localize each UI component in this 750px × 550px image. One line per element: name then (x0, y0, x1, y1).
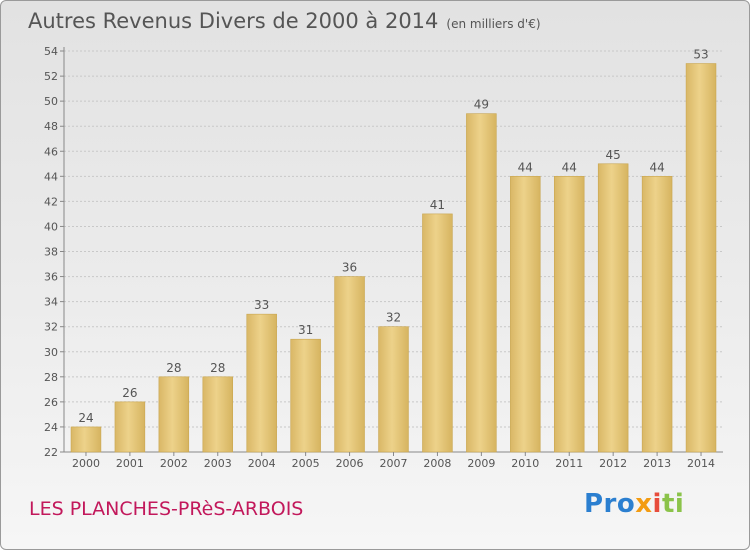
logo-part-1: Pro (584, 489, 636, 519)
bar-2011 (553, 176, 585, 453)
x-tick-label-2012: 2012 (599, 457, 627, 470)
logo-part-4: ti (661, 489, 685, 519)
value-label-2001: 26 (122, 386, 137, 400)
value-label-2010: 44 (518, 160, 533, 174)
x-tick-label-2013: 2013 (643, 457, 671, 470)
y-tick-label: 32 (44, 321, 58, 334)
y-tick-label: 48 (44, 120, 58, 133)
y-tick-label: 24 (44, 421, 58, 434)
y-tick-label: 44 (44, 170, 58, 183)
y-tick-label: 50 (44, 95, 58, 108)
x-tick-label-2006: 2006 (336, 457, 364, 470)
y-tick-label: 42 (44, 195, 58, 208)
value-label-2006: 36 (342, 261, 357, 275)
y-tick-label: 38 (44, 246, 58, 259)
y-tick-label: 54 (44, 45, 58, 58)
y-tick-label: 34 (44, 296, 58, 309)
logo-part-3: i (652, 489, 662, 519)
bar-2004 (246, 313, 277, 453)
value-label-2004: 33 (254, 298, 269, 312)
x-tick-label-2008: 2008 (423, 457, 451, 470)
y-tick-label: 46 (44, 145, 58, 158)
bar-2001 (114, 401, 146, 453)
x-tick-label-2007: 2007 (380, 457, 408, 470)
bar-2002 (158, 376, 190, 453)
value-label-2002: 28 (166, 361, 181, 375)
y-tick-label: 26 (44, 396, 58, 409)
value-label-2009: 49 (474, 98, 489, 112)
value-label-2008: 41 (430, 198, 445, 212)
bar-2005 (290, 338, 321, 453)
bar-2000 (70, 426, 102, 453)
chart-unit: (en milliers d'€) (446, 17, 541, 31)
bar-2007 (378, 326, 409, 453)
bar-2010 (510, 176, 541, 453)
y-tick-label: 40 (44, 220, 58, 233)
y-tick-label: 36 (44, 271, 58, 284)
value-label-2005: 31 (298, 323, 313, 337)
x-tick-label-2005: 2005 (292, 457, 320, 470)
bar-2014 (685, 63, 717, 453)
x-tick-label-2003: 2003 (204, 457, 232, 470)
bar-2008 (422, 213, 453, 453)
logo-part-2: x (635, 489, 653, 519)
y-tick-label: 28 (44, 371, 58, 384)
bar-2003 (202, 376, 234, 453)
x-tick-label-2000: 2000 (72, 457, 100, 470)
value-label-2012: 45 (606, 148, 621, 162)
bar-2012 (597, 163, 629, 453)
x-tick-label-2011: 2011 (555, 457, 583, 470)
x-tick-label-2004: 2004 (248, 457, 276, 470)
value-label-2014: 53 (693, 48, 708, 62)
y-tick-label: 22 (44, 446, 58, 459)
chart-title-text: Autres Revenus Divers de 2000 à 2014 (28, 9, 439, 33)
value-label-2003: 28 (210, 361, 225, 375)
x-tick-label-2001: 2001 (116, 457, 144, 470)
bar-2009 (466, 113, 497, 453)
chart-title: Autres Revenus Divers de 2000 à 2014 (en … (28, 9, 541, 33)
x-tick-label-2014: 2014 (687, 457, 715, 470)
proxiti-logo: Proxiti (584, 489, 684, 519)
value-label-2000: 24 (78, 411, 93, 425)
value-label-2011: 44 (562, 160, 577, 174)
bar-2006 (334, 276, 365, 453)
value-label-2013: 44 (649, 160, 664, 174)
y-tick-label: 30 (44, 346, 58, 359)
x-tick-label-2002: 2002 (160, 457, 188, 470)
bar-2013 (641, 176, 673, 453)
y-tick-label: 52 (44, 70, 58, 83)
x-tick-label-2010: 2010 (511, 457, 539, 470)
value-label-2007: 32 (386, 311, 401, 325)
x-tick-label-2009: 2009 (467, 457, 495, 470)
place-name: LES PLANCHES-PRèS-ARBOIS (29, 498, 304, 520)
